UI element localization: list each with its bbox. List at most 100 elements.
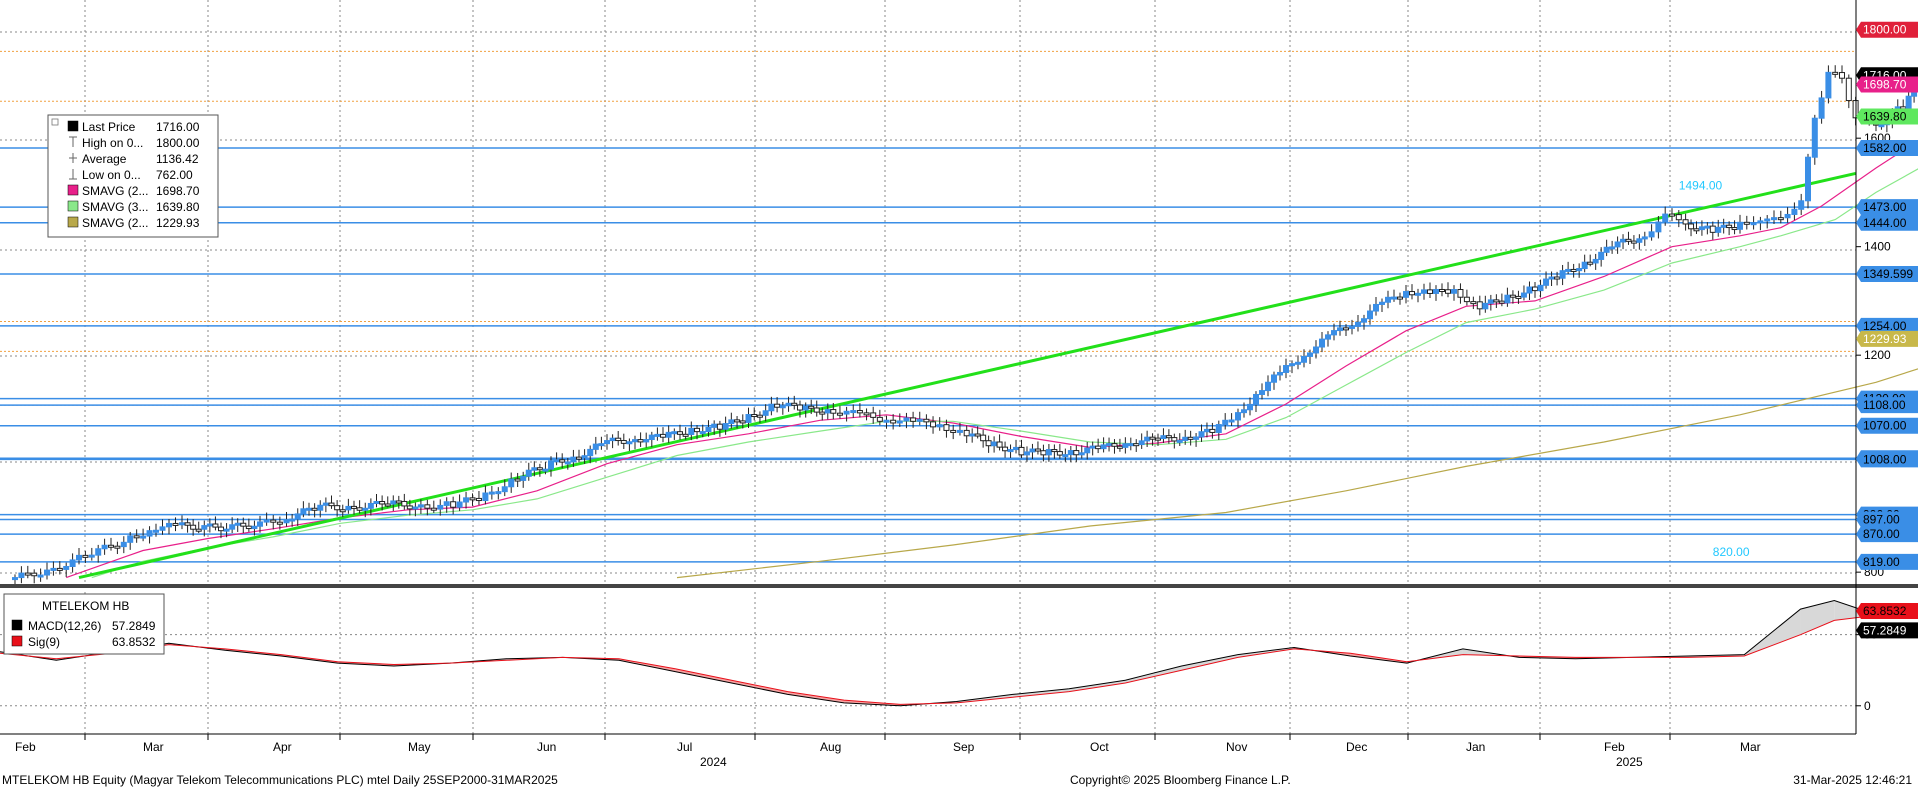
price-tag-box: [1856, 139, 1918, 156]
candle-body: [469, 497, 476, 501]
candle-body: [1165, 435, 1172, 439]
price-tag-box: [1856, 553, 1918, 570]
candle-body: [576, 456, 582, 460]
candle-body: [1295, 361, 1301, 365]
candle-body: [379, 501, 386, 505]
price-tag-box: [1856, 451, 1918, 468]
price-legend-box[interactable]: [47, 114, 219, 238]
candle-body: [711, 423, 718, 428]
candle-body: [140, 535, 147, 539]
candle-body: [120, 541, 127, 548]
candle-body: [406, 505, 413, 510]
macd-legend-value: 63.8532: [112, 635, 156, 649]
price-tag-box: [1856, 199, 1918, 216]
macd-legend-value: 57.2849: [112, 619, 156, 633]
candle-body: [916, 418, 923, 422]
macd-legend-name: Sig(9): [28, 635, 60, 649]
candle-body: [1641, 236, 1648, 240]
candle-body: [564, 461, 571, 465]
candle-body: [1355, 321, 1361, 327]
sma-line-smavg-30: [91, 168, 1918, 579]
candle-body: [1349, 325, 1355, 329]
candle-body: [1620, 238, 1627, 243]
candle-body: [1648, 231, 1655, 238]
candle-body: [206, 523, 213, 527]
candle-body: [401, 500, 408, 507]
candle-body: [1198, 431, 1205, 438]
candle-body: [159, 526, 166, 531]
candle-body: [450, 501, 457, 508]
candle-body: [930, 421, 937, 428]
candle-body: [283, 519, 290, 524]
candle-body: [101, 544, 108, 550]
candle-body: [1832, 71, 1839, 75]
candle-body: [351, 505, 357, 509]
candle-body: [1319, 338, 1325, 348]
candle-body: [12, 577, 18, 581]
candle-body: [417, 504, 424, 508]
candle-body: [390, 500, 397, 505]
sma20-icon: [67, 184, 79, 196]
candle-body: [212, 523, 219, 528]
candle-body: [289, 518, 296, 522]
candle-body: [1559, 270, 1566, 279]
candle-body: [1470, 301, 1477, 305]
macd-legend-box[interactable]: [3, 593, 165, 655]
candle-body: [1565, 268, 1572, 272]
price-legend-name: Last Price: [82, 120, 136, 134]
price-tag-level: 1444.00: [1856, 214, 1918, 231]
price-tag-label: 1473.00: [1863, 200, 1907, 214]
candle-body: [179, 522, 185, 526]
price-tag-level: 1349.599: [1856, 266, 1918, 283]
candle-body: [1100, 444, 1107, 450]
candle-body: [1379, 301, 1385, 305]
candle-body: [56, 567, 63, 571]
macd-histogram-fill: [1800, 600, 1835, 635]
candle-body: [1018, 446, 1025, 456]
price-tag-sma20: 1698.70: [1856, 76, 1918, 93]
candle-body: [974, 433, 981, 437]
axis-layer: 8001200140016001800.001716.001698.701639…: [0, 0, 1918, 769]
candle-body: [322, 502, 329, 506]
candle-body: [1325, 334, 1331, 340]
candle-body: [1155, 437, 1161, 441]
candle-body: [1056, 451, 1063, 456]
candle-body: [1367, 310, 1373, 320]
macd-tag-signal: 63.8532: [1856, 602, 1918, 619]
legend-collapse-icon[interactable]: [51, 118, 59, 126]
candle-body: [345, 505, 352, 511]
candle-body: [1127, 443, 1134, 447]
candle-body: [166, 522, 172, 528]
candle-body: [1203, 428, 1210, 433]
candle-body: [1662, 213, 1669, 223]
price-legend-name: Average: [82, 152, 127, 166]
macd-histogram-fill: [1069, 680, 1126, 692]
candle-body: [756, 414, 763, 418]
candle-body: [1805, 156, 1811, 202]
candle-body: [263, 519, 270, 523]
copyright-notice: Copyright© 2025 Bloomberg Finance L.P.: [1070, 773, 1291, 787]
price-legend-value: 762.00: [156, 168, 193, 182]
candle-body: [980, 434, 987, 442]
macd-histogram-fill: [675, 668, 732, 684]
candle-body: [69, 559, 76, 567]
candle-body: [791, 402, 798, 406]
candle-body: [819, 411, 826, 415]
candle-body: [24, 572, 31, 576]
candle-body: [328, 502, 335, 507]
candle-body: [1905, 95, 1912, 109]
sma-line-smavg-200: [676, 368, 1918, 579]
candle-body: [1693, 228, 1700, 232]
candle-body: [367, 502, 374, 509]
macd-histogram-fill: [1012, 688, 1070, 698]
candle-body: [1116, 445, 1123, 449]
candle-body: [694, 427, 701, 433]
month-label: Sep: [953, 740, 975, 754]
candle-body: [508, 478, 515, 488]
candle-body: [699, 431, 706, 435]
macd-line: [0, 599, 1918, 707]
price-tag-box: [1856, 526, 1918, 543]
price-tag-label: 1639.80: [1863, 109, 1907, 123]
